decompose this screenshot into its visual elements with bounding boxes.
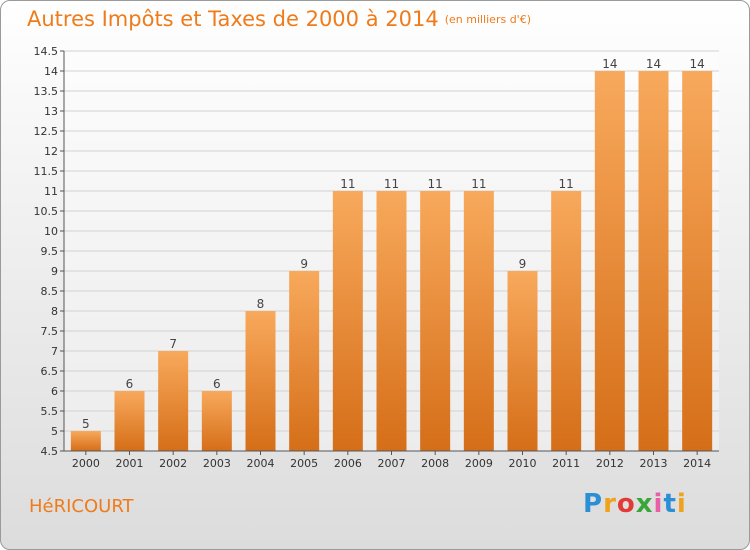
bar-2010 [507, 271, 538, 451]
data-label-2008: 11 [428, 177, 443, 191]
y-tick-label: 12 [44, 145, 58, 158]
x-tick-label: 2011 [552, 457, 580, 470]
x-tick-label: 2008 [421, 457, 449, 470]
x-tick-label: 2014 [683, 457, 711, 470]
y-tick-label: 13.5 [34, 85, 59, 98]
y-tick-label: 10 [44, 225, 58, 238]
bar-2013 [638, 71, 669, 451]
bar-2014 [682, 71, 713, 451]
chart-title-text: Autres Impôts et Taxes de 2000 à 2014 [27, 7, 439, 31]
x-tick-label: 2004 [247, 457, 275, 470]
x-tick-label: 2012 [596, 457, 624, 470]
y-tick-label: 4.5 [41, 445, 59, 458]
bar-2012 [594, 71, 625, 451]
bar-2005 [289, 271, 320, 451]
data-label-2006: 11 [340, 177, 355, 191]
y-tick-label: 9 [51, 265, 58, 278]
x-tick-label: 2002 [159, 457, 187, 470]
y-tick-label: 11.5 [34, 165, 59, 178]
data-label-2012: 14 [602, 57, 617, 71]
data-label-2002: 7 [169, 337, 177, 351]
y-tick-label: 11 [44, 185, 58, 198]
data-label-2013: 14 [646, 57, 661, 71]
y-tick-label: 9.5 [41, 245, 59, 258]
data-label-2005: 9 [300, 257, 308, 271]
data-label-2011: 11 [559, 177, 574, 191]
y-tick-label: 5.5 [41, 405, 59, 418]
y-tick-label: 13 [44, 105, 58, 118]
data-label-2009: 11 [471, 177, 486, 191]
data-label-2001: 6 [126, 377, 134, 391]
x-tick-label: 2013 [640, 457, 668, 470]
y-tick-label: 14 [44, 65, 58, 78]
bar-2008 [420, 191, 451, 451]
y-tick-label: 12.5 [34, 125, 59, 138]
y-tick-label: 6 [51, 385, 58, 398]
y-tick-label: 10.5 [34, 205, 59, 218]
data-label-2003: 6 [213, 377, 221, 391]
data-label-2014: 14 [690, 57, 705, 71]
x-tick-label: 2003 [203, 457, 231, 470]
chart-title: Autres Impôts et Taxes de 2000 à 2014 (en… [27, 7, 531, 31]
y-tick-label: 6.5 [41, 365, 59, 378]
bar-2009 [463, 191, 494, 451]
data-label-2010: 9 [519, 257, 527, 271]
y-tick-label: 8 [51, 305, 58, 318]
bar-2001 [114, 391, 145, 451]
data-label-2007: 11 [384, 177, 399, 191]
bar-2003 [201, 391, 232, 451]
axes: 4.5 5 5.5 6 6.5 7 7.5 8 8.5 9 9.5 10 10.5 11 11.5 12 12.… [34, 45, 719, 470]
data-label-2000: 5 [82, 417, 90, 431]
x-tick-label: 2001 [116, 457, 144, 470]
y-tick-label: 8.5 [41, 285, 59, 298]
x-tick-label: 2007 [378, 457, 406, 470]
y-tick-label: 7.5 [41, 325, 59, 338]
bar-2004 [245, 311, 276, 451]
x-tick-label: 2005 [290, 457, 318, 470]
y-tick-label: 5 [51, 425, 58, 438]
proxiti-logo: Proxiti [583, 489, 687, 519]
bars: 5 6 7 6 8 9 11 11 11 11 9 11 14 14 14 [70, 57, 713, 451]
chart-subtitle: (en milliers d'€) [444, 13, 531, 26]
bar-2000 [70, 431, 101, 451]
x-tick-label: 2006 [334, 457, 362, 470]
y-tick-label: 14.5 [34, 45, 59, 58]
x-tick-label: 2010 [509, 457, 537, 470]
x-tick-label: 2009 [465, 457, 493, 470]
commune-name: HéRICOURT [29, 496, 134, 517]
data-label-2004: 8 [257, 297, 265, 311]
bar-2002 [158, 351, 189, 451]
bar-2006 [332, 191, 363, 451]
bar-2007 [376, 191, 407, 451]
x-tick-label: 2000 [72, 457, 100, 470]
y-tick-label: 7 [51, 345, 58, 358]
bar-2011 [551, 191, 582, 451]
